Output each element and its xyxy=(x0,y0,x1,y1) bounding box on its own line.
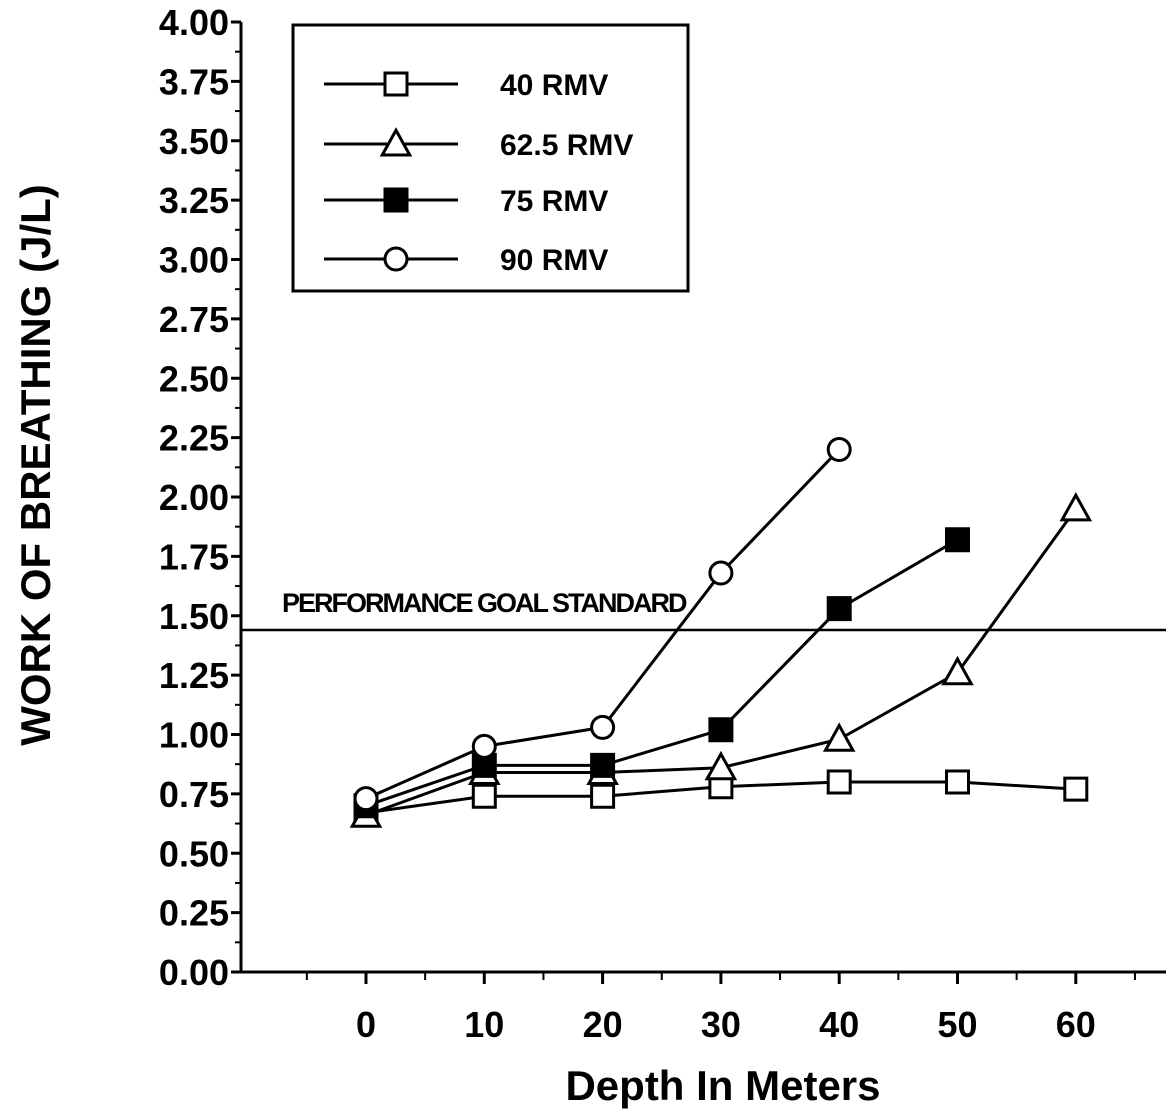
performance-goal-line: PERFORMANCE GOAL STANDARD xyxy=(241,588,1166,632)
data-point xyxy=(945,769,970,795)
y-tick-label: 2.25 xyxy=(159,418,229,459)
y-axis: 0.00 0.25 0.50 0.75 1.00 1.25 1.50 1.75 2.00 2.25… xyxy=(159,2,243,993)
y-tick-label: 0.75 xyxy=(159,774,229,815)
data-point xyxy=(822,722,856,752)
y-tick-label: 3.25 xyxy=(159,180,229,221)
legend-label: 90 RMV xyxy=(500,244,608,277)
data-point xyxy=(471,733,497,759)
y-tick-label: 3.75 xyxy=(159,61,229,102)
series-90-rmv xyxy=(365,448,841,800)
series-line xyxy=(365,538,959,808)
data-point xyxy=(590,752,616,778)
x-tick-label: 30 xyxy=(701,1004,741,1045)
x-axis-title: Depth In Meters xyxy=(565,1062,880,1109)
data-point xyxy=(945,527,970,553)
y-tick-label: 4.00 xyxy=(159,2,229,43)
data-point xyxy=(826,437,852,462)
legend-label: 62.5 RMV xyxy=(500,129,633,162)
y-tick-label: 1.50 xyxy=(159,596,229,637)
y-tick-label: 2.75 xyxy=(159,299,229,340)
y-axis-title: WORK OF BREATHING (J/L) xyxy=(12,184,59,746)
legend-box xyxy=(291,23,690,293)
data-point xyxy=(383,187,409,213)
series-markers xyxy=(353,437,852,812)
y-tick-label: 0.00 xyxy=(159,952,229,993)
data-point xyxy=(353,786,379,812)
x-tick-label: 0 xyxy=(356,1004,376,1045)
y-tick-label: 3.00 xyxy=(159,240,229,281)
data-point xyxy=(383,71,409,97)
data-point xyxy=(590,783,616,809)
y-tick-label: 3.50 xyxy=(159,121,229,162)
performance-goal-label: PERFORMANCE GOAL STANDARD xyxy=(282,588,687,618)
x-tick-label: 50 xyxy=(937,1004,977,1045)
data-point xyxy=(708,560,734,586)
legend-label: 75 RMV xyxy=(500,185,608,218)
data-point xyxy=(379,127,413,157)
y-tick-label: 1.25 xyxy=(159,655,229,696)
data-point xyxy=(704,750,738,781)
legend: 40 RMV 62.5 RMV 75 RMV 90 RMV xyxy=(291,23,690,293)
y-tick-label: 0.50 xyxy=(159,833,229,874)
y-tick-label: 1.75 xyxy=(159,536,229,577)
series-75-rmv xyxy=(365,538,959,808)
series-markers xyxy=(349,492,1093,828)
series-line xyxy=(365,448,841,800)
data-point xyxy=(826,596,852,622)
series-layer xyxy=(349,437,1093,828)
data-point xyxy=(590,714,616,740)
x-tick-label: 20 xyxy=(583,1004,623,1045)
legend-label: 40 RMV xyxy=(500,69,608,102)
data-point xyxy=(1059,492,1093,522)
data-point xyxy=(941,655,974,686)
x-tick-label: 40 xyxy=(819,1004,859,1045)
data-point xyxy=(708,717,734,743)
x-tick-label: 10 xyxy=(464,1004,504,1045)
x-tick-label: 60 xyxy=(1056,1004,1096,1045)
y-tick-label: 0.25 xyxy=(159,893,229,934)
y-tick-label: 2.50 xyxy=(159,358,229,399)
x-axis: 0 10 20 30 40 50 60 xyxy=(241,970,1166,1045)
data-point xyxy=(471,783,497,809)
series-markers xyxy=(353,527,970,819)
y-tick-label: 2.00 xyxy=(159,477,229,518)
data-point xyxy=(826,769,852,795)
y-tick-label: 1.00 xyxy=(159,715,229,756)
data-point xyxy=(383,246,409,272)
data-point xyxy=(1063,776,1089,802)
